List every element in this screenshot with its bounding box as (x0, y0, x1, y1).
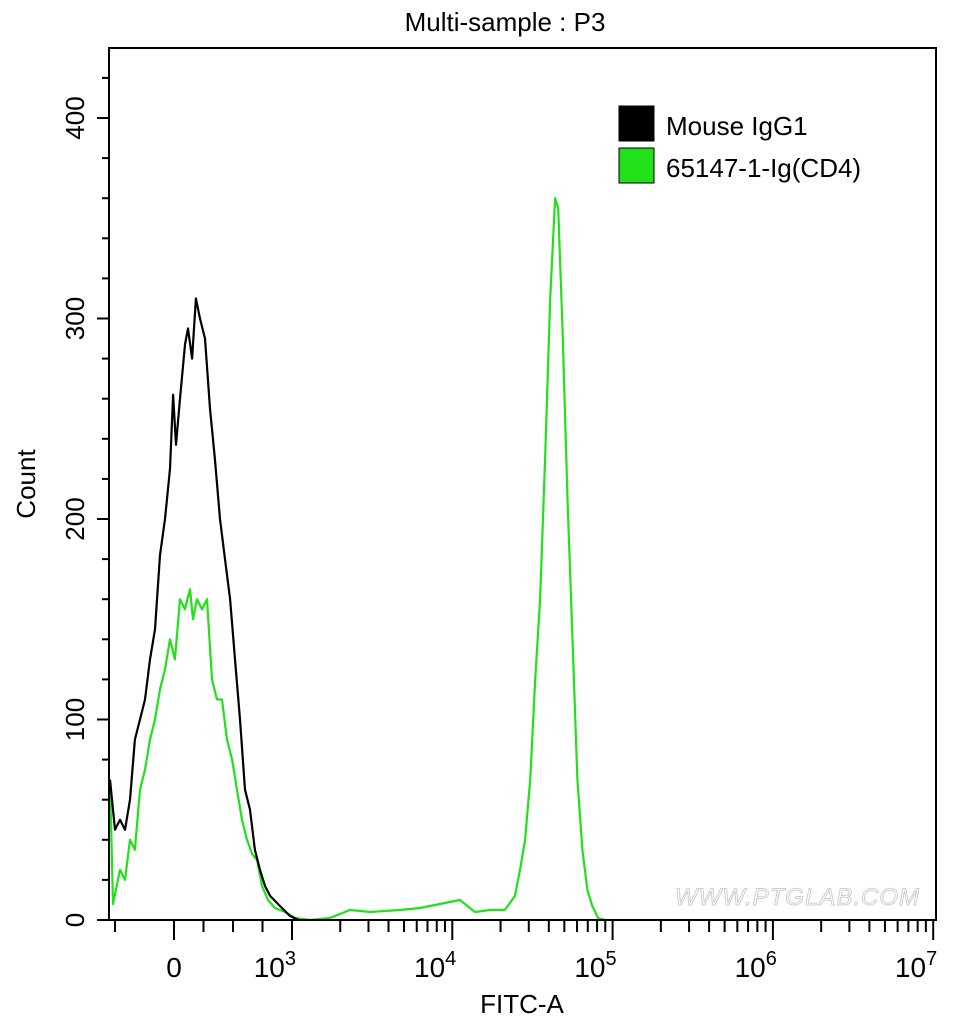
legend-label-mouse-igg1: Mouse IgG1 (666, 111, 808, 141)
y-tick-label: 200 (60, 497, 90, 540)
series-layer (108, 197, 606, 922)
x-tick-label-base: 10 (414, 952, 445, 983)
x-tick-label: 104 (414, 948, 456, 983)
x-tick-label-exponent: 7 (926, 948, 937, 970)
x-tick-label-base: 10 (735, 952, 766, 983)
x-tick-label-base: 10 (895, 952, 926, 983)
x-tick-label-exponent: 5 (605, 948, 616, 970)
series-line-cd4 (108, 197, 606, 922)
x-axis-label: FITC-A (480, 989, 564, 1019)
x-tick-label: 0 (166, 952, 182, 983)
y-tick-label: 100 (60, 698, 90, 741)
watermark: WWW.PTGLAB.COM (675, 884, 920, 911)
x-tick-label: 103 (254, 948, 296, 983)
y-axis-label: Count (11, 449, 41, 519)
plot-frame (108, 47, 937, 921)
y-tick-label: 300 (60, 297, 90, 340)
x-tick-label-exponent: 4 (445, 948, 456, 970)
x-tick-label-base: 10 (254, 952, 285, 983)
legend-swatch-cd4 (618, 147, 655, 184)
legend: Mouse IgG1 65147-1-Ig(CD4) (618, 105, 861, 184)
x-tick-label-base: 10 (574, 952, 605, 983)
y-tick-label: 400 (60, 96, 90, 139)
x-tick-label-exponent: 3 (285, 948, 296, 970)
x-tick-label: 105 (574, 948, 616, 983)
legend-swatch-mouse-igg1 (618, 105, 655, 142)
x-tick-label: 107 (895, 948, 937, 983)
x-tick-label-exponent: 6 (766, 948, 777, 970)
legend-label-cd4: 65147-1-Ig(CD4) (666, 153, 861, 183)
series-line-mouse-igg1 (108, 297, 300, 921)
chart-title: Multi-sample : P3 (405, 7, 606, 37)
y-tick-label: 0 (60, 913, 90, 927)
x-tick-label: 106 (735, 948, 777, 983)
